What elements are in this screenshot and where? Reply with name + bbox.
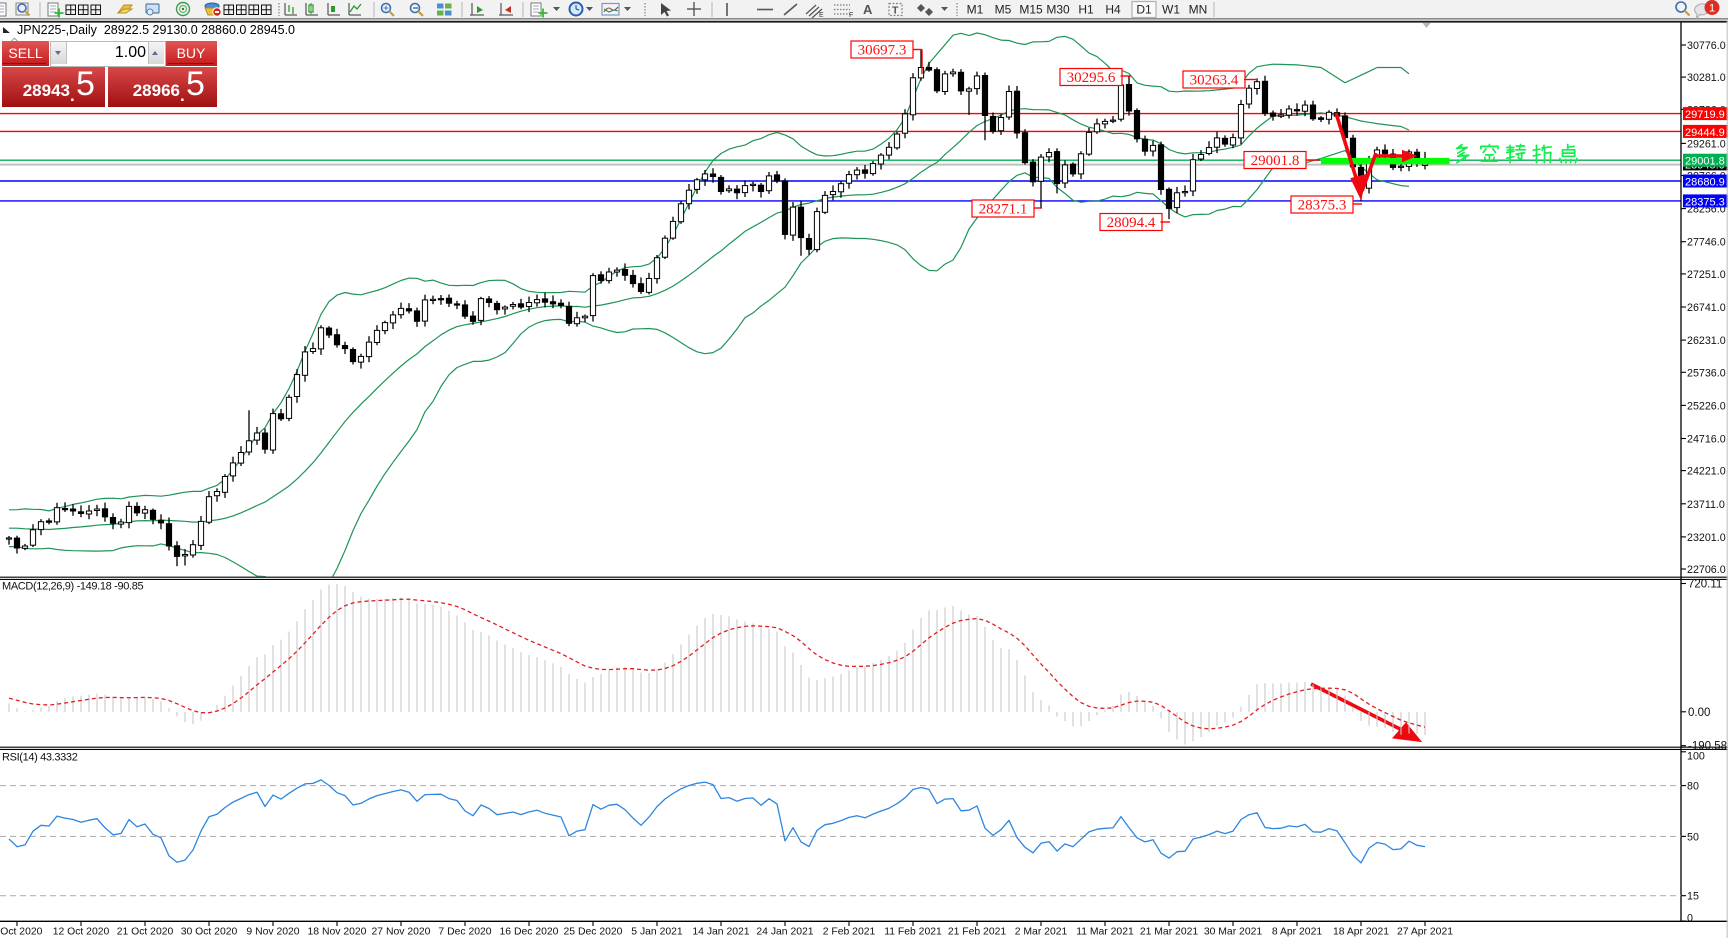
- svg-text:29261.0: 29261.0: [1687, 138, 1726, 150]
- svg-text:8 Apr 2021: 8 Apr 2021: [1272, 927, 1322, 938]
- svg-text:12 Oct 2020: 12 Oct 2020: [53, 927, 110, 938]
- svg-text:9 Nov 2020: 9 Nov 2020: [246, 927, 299, 938]
- svg-text:24221.0: 24221.0: [1687, 466, 1726, 478]
- svg-text:27 Nov 2020: 27 Nov 2020: [372, 927, 431, 938]
- svg-text:18 Apr 2021: 18 Apr 2021: [1333, 927, 1389, 938]
- svg-text:MN: MN: [1189, 3, 1208, 17]
- svg-text:D1: D1: [1136, 3, 1152, 17]
- svg-text:1: 1: [1709, 3, 1715, 15]
- svg-text:27 Apr 2021: 27 Apr 2021: [1397, 927, 1453, 938]
- svg-text:720.11: 720.11: [1688, 579, 1722, 591]
- svg-text:22706.0: 22706.0: [1687, 564, 1726, 576]
- svg-text:28680.9: 28680.9: [1685, 176, 1725, 188]
- svg-text:50: 50: [1687, 831, 1699, 843]
- svg-text:MACD(12,26,9) -149.18 -90.85: MACD(12,26,9) -149.18 -90.85: [2, 581, 143, 593]
- svg-text:2 Oct 2020: 2 Oct 2020: [0, 927, 43, 938]
- svg-text:RSI(14) 43.3332: RSI(14) 43.3332: [2, 752, 78, 764]
- svg-text:21 Feb 2021: 21 Feb 2021: [948, 927, 1007, 938]
- svg-text:29719.9: 29719.9: [1685, 109, 1725, 121]
- svg-text:16 Dec 2020: 16 Dec 2020: [500, 927, 559, 938]
- svg-text:W1: W1: [1162, 3, 1180, 17]
- svg-text:80: 80: [1687, 781, 1699, 793]
- svg-text:H1: H1: [1078, 3, 1094, 17]
- svg-text:30776.0: 30776.0: [1687, 40, 1726, 52]
- svg-text:-190.58: -190.58: [1688, 741, 1727, 753]
- svg-text:21 Oct 2020: 21 Oct 2020: [117, 927, 174, 938]
- svg-text:11 Feb 2021: 11 Feb 2021: [884, 927, 942, 938]
- svg-text:11 Mar 2021: 11 Mar 2021: [1076, 927, 1134, 938]
- svg-text:2 Feb 2021: 2 Feb 2021: [823, 927, 876, 938]
- svg-text:T: T: [892, 5, 899, 17]
- svg-text:M5: M5: [995, 3, 1012, 17]
- svg-text:H4: H4: [1105, 3, 1121, 17]
- svg-text:E: E: [819, 12, 824, 19]
- svg-text:30263.4: 30263.4: [1190, 73, 1239, 89]
- svg-text:27251.0: 27251.0: [1687, 269, 1726, 281]
- svg-text:28094.4: 28094.4: [1107, 215, 1156, 231]
- svg-text:26231.0: 26231.0: [1687, 335, 1726, 347]
- svg-text:25226.0: 25226.0: [1687, 400, 1726, 412]
- svg-text:25736.0: 25736.0: [1687, 367, 1726, 379]
- svg-text:30295.6: 30295.6: [1067, 70, 1116, 86]
- svg-text:23711.0: 23711.0: [1687, 499, 1725, 511]
- svg-text:M30: M30: [1046, 3, 1070, 17]
- svg-text:29001.8: 29001.8: [1251, 153, 1300, 169]
- svg-text:F: F: [849, 12, 853, 19]
- svg-text:M1: M1: [967, 3, 984, 17]
- svg-text:A: A: [863, 2, 873, 17]
- svg-text:21 Mar 2021: 21 Mar 2021: [1140, 927, 1199, 938]
- svg-text:25 Dec 2020: 25 Dec 2020: [564, 927, 623, 938]
- svg-text:24716.0: 24716.0: [1687, 434, 1726, 446]
- svg-text:5 Jan 2021: 5 Jan 2021: [631, 927, 683, 938]
- svg-text:2 Mar 2021: 2 Mar 2021: [1015, 927, 1068, 938]
- svg-text:28271.1: 28271.1: [979, 202, 1028, 218]
- svg-text:28375.3: 28375.3: [1685, 196, 1725, 208]
- svg-text:30697.3: 30697.3: [858, 43, 907, 59]
- svg-text:27746.0: 27746.0: [1687, 237, 1726, 249]
- svg-text:0.00: 0.00: [1688, 707, 1710, 719]
- svg-text:JPN225-,Daily 28922.5 29130.0: JPN225-,Daily 28922.5 29130.0 28860.0 28…: [17, 23, 295, 37]
- svg-text:30 Oct 2020: 30 Oct 2020: [181, 927, 238, 938]
- svg-text:18 Nov 2020: 18 Nov 2020: [308, 927, 367, 938]
- svg-text:0: 0: [1687, 913, 1693, 925]
- svg-text:30 Mar 2021: 30 Mar 2021: [1204, 927, 1263, 938]
- svg-text:30281.0: 30281.0: [1687, 72, 1726, 84]
- svg-text:7 Dec 2020: 7 Dec 2020: [438, 927, 491, 938]
- svg-text:26741.0: 26741.0: [1687, 302, 1726, 314]
- svg-text:24 Jan 2021: 24 Jan 2021: [756, 927, 813, 938]
- svg-text:29001.8: 29001.8: [1685, 156, 1725, 168]
- svg-text:15: 15: [1687, 891, 1699, 903]
- svg-text:100: 100: [1687, 751, 1705, 763]
- svg-text:M15: M15: [1019, 3, 1043, 17]
- svg-text:28375.3: 28375.3: [1298, 198, 1347, 214]
- svg-text:23201.0: 23201.0: [1687, 532, 1726, 544]
- svg-text:14 Jan 2021: 14 Jan 2021: [692, 927, 749, 938]
- svg-text:29444.9: 29444.9: [1685, 127, 1725, 139]
